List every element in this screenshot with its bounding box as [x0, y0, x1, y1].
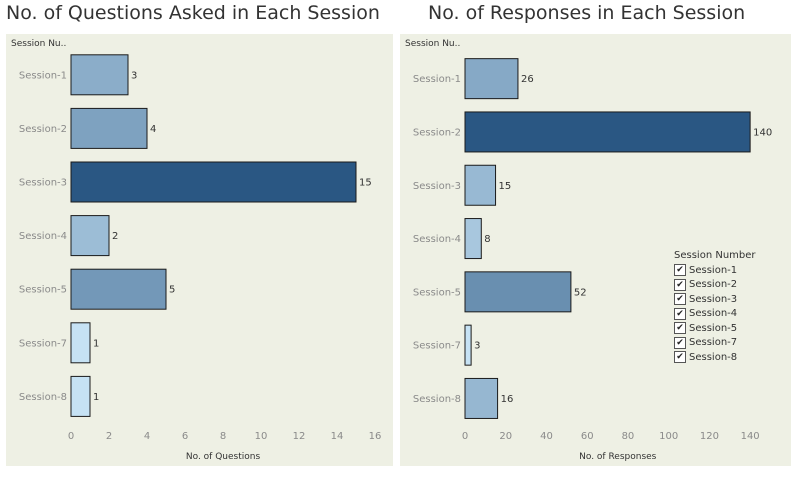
bar-session-5[interactable]	[70, 268, 167, 310]
category-label-session-5: Session-5	[19, 285, 67, 296]
x-tick-label: 10	[255, 431, 268, 442]
category-label-session-3: Session-3	[19, 178, 67, 189]
checkbox-icon[interactable]: ✔	[674, 293, 686, 306]
legend-item-label: Session-4	[689, 308, 738, 320]
value-label-session-4: 2	[112, 231, 118, 242]
value-label-session-3: 15	[499, 181, 512, 192]
legend-item-label: Session-7	[689, 337, 738, 349]
checkbox-icon[interactable]: ✔	[674, 351, 686, 364]
value-label-session-8: 1	[93, 392, 99, 403]
legend-item-session-7[interactable]: ✔ Session-7	[674, 336, 756, 351]
legend-item-session-1[interactable]: ✔ Session-1	[674, 263, 756, 278]
category-label-session-5: Session-5	[413, 287, 461, 298]
bar-session-1[interactable]	[70, 54, 129, 96]
bar-session-3[interactable]	[70, 161, 357, 203]
x-tick-label: 120	[700, 431, 719, 442]
questions-chart-panel: Session Nu.. Session-1 3 Session-2 4 Session-…	[6, 34, 393, 466]
value-label-session-7: 1	[93, 338, 99, 349]
legend-item-label: Session-1	[689, 264, 738, 276]
x-tick-label: 8	[220, 431, 226, 442]
category-label-session-1: Session-1	[413, 74, 461, 85]
checkbox-icon[interactable]: ✔	[674, 264, 686, 277]
legend-item-session-5[interactable]: ✔ Session-5	[674, 321, 756, 336]
x-tick-label: 80	[622, 431, 635, 442]
legend-item-label: Session-2	[689, 279, 738, 291]
category-label-session-3: Session-3	[413, 181, 461, 192]
value-label-session-5: 5	[169, 285, 175, 296]
x-tick-label: 100	[659, 431, 678, 442]
responses-bar-chart: Session Nu.. Session-1 26 Session-2 140 Sessi…	[405, 39, 772, 462]
value-label-session-1: 3	[131, 70, 137, 81]
checkbox-icon[interactable]: ✔	[674, 278, 686, 291]
bar-session-8[interactable]	[464, 377, 499, 419]
x-axis-title: No. of Questions	[186, 452, 261, 462]
legend-item-session-2[interactable]: ✔ Session-2	[674, 278, 756, 293]
value-label-session-7: 3	[474, 341, 480, 352]
row-header: Session Nu..	[405, 39, 460, 49]
category-label-session-1: Session-1	[19, 70, 67, 81]
category-label-session-4: Session-4	[19, 231, 67, 242]
legend-item-label: Session-5	[689, 322, 738, 334]
value-label-session-1: 26	[521, 74, 534, 85]
chart-title-questions: No. of Questions Asked in Each Session	[6, 2, 380, 24]
x-tick-label: 0	[462, 431, 468, 442]
x-tick-label: 6	[182, 431, 188, 442]
x-tick-label: 60	[581, 431, 594, 442]
bar-session-7[interactable]	[70, 322, 91, 364]
category-label-session-2: Session-2	[413, 127, 461, 138]
value-label-session-2: 4	[150, 124, 156, 135]
bar-session-3[interactable]	[464, 164, 497, 206]
x-tick-label: 12	[293, 431, 306, 442]
value-label-session-2: 140	[753, 127, 772, 138]
value-label-session-8: 16	[501, 394, 514, 405]
legend-item-session-4[interactable]: ✔ Session-4	[674, 307, 756, 322]
legend-item-session-8[interactable]: ✔ Session-8	[674, 350, 756, 365]
bar-session-5[interactable]	[464, 271, 572, 313]
x-tick-label: 16	[369, 431, 382, 442]
bar-session-2[interactable]	[464, 111, 751, 153]
bar-session-4[interactable]	[464, 218, 482, 260]
x-tick-label: 14	[331, 431, 344, 442]
value-label-session-4: 8	[484, 234, 490, 245]
category-label-session-4: Session-4	[413, 234, 461, 245]
x-tick-label: 140	[741, 431, 760, 442]
category-label-session-2: Session-2	[19, 124, 67, 135]
session-legend: Session Number ✔ Session-1 ✔ Session-2 ✔ Sess…	[674, 250, 756, 365]
x-tick-label: 4	[144, 431, 150, 442]
category-label-session-8: Session-8	[413, 394, 461, 405]
value-label-session-3: 15	[359, 178, 372, 189]
category-label-session-8: Session-8	[19, 392, 67, 403]
bar-session-8[interactable]	[70, 375, 91, 417]
value-label-session-5: 52	[574, 287, 587, 298]
responses-chart-panel: Session Nu.. Session-1 26 Session-2 140 Sessi…	[400, 34, 791, 466]
bar-session-7[interactable]	[464, 324, 472, 366]
category-label-session-7: Session-7	[19, 338, 67, 349]
x-tick-label: 2	[106, 431, 112, 442]
x-tick-label: 40	[540, 431, 553, 442]
x-axis-title: No. of Responses	[579, 452, 657, 462]
chart-title-responses: No. of Responses in Each Session	[428, 2, 746, 24]
questions-bar-chart: Session Nu.. Session-1 3 Session-2 4 Session-…	[11, 39, 382, 462]
category-label-session-7: Session-7	[413, 341, 461, 352]
checkbox-icon[interactable]: ✔	[674, 307, 686, 320]
legend-item-session-3[interactable]: ✔ Session-3	[674, 292, 756, 307]
checkbox-icon[interactable]: ✔	[674, 336, 686, 349]
bar-session-2[interactable]	[70, 107, 148, 149]
legend-item-label: Session-3	[689, 293, 738, 305]
legend-title: Session Number	[674, 250, 756, 261]
row-header: Session Nu..	[11, 39, 66, 49]
x-tick-label: 20	[499, 431, 512, 442]
bar-session-1[interactable]	[464, 58, 519, 100]
x-tick-label: 0	[68, 431, 74, 442]
checkbox-icon[interactable]: ✔	[674, 322, 686, 335]
bar-session-4[interactable]	[70, 215, 110, 257]
legend-item-label: Session-8	[689, 351, 738, 363]
